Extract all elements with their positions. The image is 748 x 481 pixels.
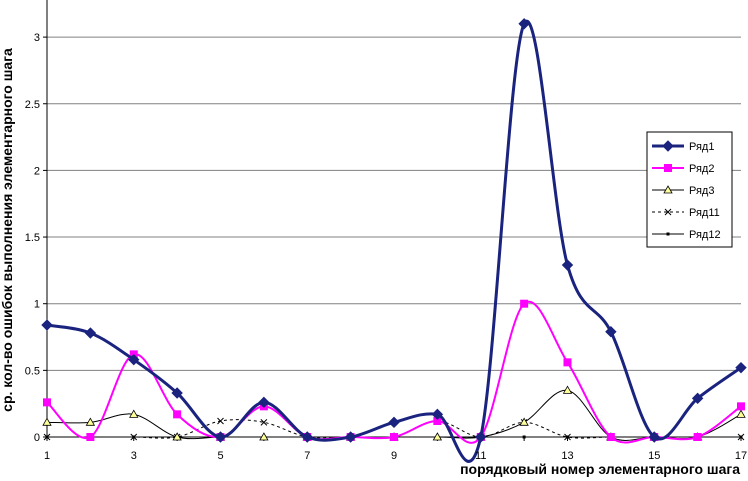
data-point <box>390 433 398 441</box>
series-line <box>46 19 742 463</box>
data-point <box>344 431 357 443</box>
y-tick-label: 0 <box>34 432 40 444</box>
axes <box>43 0 742 441</box>
legend-item: Ряд3 <box>652 185 714 197</box>
data-point <box>520 299 529 308</box>
data-point <box>259 432 269 441</box>
data-point <box>563 358 572 367</box>
data-point <box>518 18 530 30</box>
data-point <box>736 409 746 418</box>
data-point <box>171 387 183 399</box>
y-tick-label: 1.5 <box>25 232 40 244</box>
data-point <box>475 431 487 443</box>
x-tick-label: 3 <box>131 450 137 462</box>
y-tick-label: 1 <box>34 299 40 311</box>
legend: Ряд1 Ряд2 Ряд3 Ряд11 Ряд12 <box>646 131 733 248</box>
data-point <box>691 392 704 405</box>
data-point <box>86 433 95 441</box>
legend-item: Ряд1 <box>652 140 714 153</box>
data-point <box>561 259 574 271</box>
legend-item: Ряд2 <box>652 163 714 175</box>
data-point <box>43 398 51 407</box>
data-point <box>388 416 400 429</box>
data-point <box>693 433 702 441</box>
legend-item: Ряд12 <box>652 229 721 241</box>
x-axis-title: порядковый номер элементарного шага <box>460 461 740 477</box>
data-point <box>564 433 571 441</box>
legend-marker <box>666 232 670 236</box>
data-point <box>214 431 227 443</box>
data-point <box>562 385 573 394</box>
data-point <box>737 433 745 441</box>
data-point <box>522 435 526 439</box>
data-point <box>258 396 270 409</box>
x-tick-label: 17 <box>735 450 747 462</box>
x-tick-label: 9 <box>391 450 397 462</box>
legend-label: Ряд2 <box>689 163 714 175</box>
x-tick-label: 1 <box>44 450 50 462</box>
data-point <box>431 408 444 421</box>
data-point <box>84 327 97 339</box>
data-point <box>737 402 745 411</box>
x-tick-label: 5 <box>217 450 223 462</box>
legend-marker <box>663 185 673 194</box>
data-point <box>519 417 529 426</box>
data-point <box>648 431 660 443</box>
legend-label: Ряд11 <box>689 207 720 219</box>
y-tick-label: 3 <box>34 32 40 44</box>
data-point <box>128 353 140 366</box>
y-tick-label: 2.5 <box>25 99 40 111</box>
y-tick-label: 0.5 <box>25 365 40 377</box>
data-point <box>42 417 52 426</box>
x-tick-label: 7 <box>304 450 310 462</box>
legend-marker <box>664 208 672 216</box>
data-point <box>605 325 617 338</box>
series-Ряд1 <box>41 18 747 463</box>
legend-label: Ряд12 <box>689 229 721 241</box>
data-point <box>260 418 268 426</box>
y-tick-label: 2 <box>34 165 40 177</box>
data-point <box>85 417 96 426</box>
data-point <box>301 431 313 443</box>
data-point <box>173 410 182 419</box>
series-lines <box>41 18 747 463</box>
data-point <box>43 433 51 441</box>
legend-label: Ряд3 <box>689 185 714 197</box>
x-tick-label: 15 <box>648 450 660 462</box>
data-point <box>41 319 53 331</box>
legend-marker <box>664 164 672 172</box>
data-point <box>172 432 182 441</box>
legend-item: Ряд11 <box>652 207 720 219</box>
x-tick-labels: 1 3 5 7 9 11 13 15 17 <box>44 450 747 462</box>
series-line <box>47 419 741 439</box>
data-point <box>433 417 442 426</box>
data-point <box>735 361 747 374</box>
gridlines <box>47 36 741 371</box>
legend-label: Ряд1 <box>689 141 714 153</box>
y-axis-title: ср. кол-во ошибок выполнения элементарно… <box>0 48 15 412</box>
y-tick-labels: 0 0.5 1 1.5 2 2.5 3 <box>25 32 40 444</box>
data-point <box>217 417 224 425</box>
x-tick-label: 13 <box>561 450 573 462</box>
x-tick-label: 11 <box>475 450 486 462</box>
data-point <box>129 409 139 418</box>
data-point <box>432 432 443 441</box>
data-point <box>130 433 138 441</box>
data-point <box>606 433 615 441</box>
legend-marker <box>662 140 674 152</box>
